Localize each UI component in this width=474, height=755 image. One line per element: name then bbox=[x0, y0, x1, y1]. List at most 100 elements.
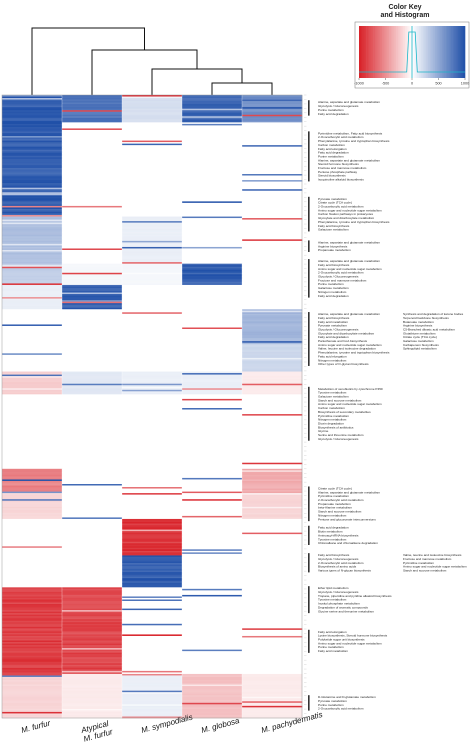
heatmap-cell bbox=[2, 514, 63, 517]
heatmap-cell bbox=[182, 263, 243, 266]
heatmap-cell bbox=[122, 424, 183, 427]
heatmap-cell bbox=[122, 295, 183, 298]
heatmap-cell bbox=[62, 199, 123, 202]
heatmap-cell bbox=[182, 640, 243, 643]
heatmap-cell bbox=[62, 344, 123, 347]
color-key-swatch bbox=[442, 26, 445, 78]
heatmap-cell bbox=[242, 113, 303, 116]
heatmap-cell bbox=[62, 427, 123, 430]
heatmap-cell bbox=[62, 406, 123, 409]
heatmap-cell bbox=[62, 544, 123, 547]
heatmap-cell bbox=[242, 259, 303, 261]
heatmap-cell bbox=[242, 521, 303, 524]
heatmap-cell bbox=[242, 123, 303, 126]
heatmap-cell bbox=[122, 648, 183, 650]
heatmap-cell bbox=[2, 547, 63, 550]
heatmap-cell bbox=[242, 254, 303, 257]
heatmap-cell bbox=[182, 236, 243, 239]
heatmap-cell bbox=[62, 216, 123, 219]
heatmap-cell bbox=[122, 164, 183, 167]
heatmap-cell bbox=[62, 213, 123, 216]
heatmap-cell bbox=[242, 561, 303, 564]
heatmap-cell bbox=[122, 415, 183, 418]
heatmap-cell bbox=[2, 330, 63, 333]
heatmap-cell bbox=[242, 669, 303, 672]
heatmap-cell bbox=[2, 336, 63, 339]
pathway-label: Glutathione metabolism bbox=[403, 331, 436, 335]
heatmap-cell bbox=[62, 312, 123, 315]
heatmap-cell bbox=[62, 192, 123, 195]
heatmap-cell bbox=[242, 493, 303, 495]
heatmap-cell bbox=[122, 602, 183, 605]
heatmap-cell bbox=[122, 488, 183, 491]
heatmap-cell bbox=[182, 126, 243, 129]
heatmap-cell bbox=[122, 684, 183, 687]
heatmap-cell bbox=[122, 360, 183, 363]
heatmap-cell bbox=[122, 237, 183, 240]
heatmap-cell bbox=[242, 335, 303, 337]
heatmap-cell bbox=[2, 597, 63, 600]
heatmap-cell bbox=[62, 573, 123, 576]
heatmap-cell bbox=[122, 587, 183, 590]
heatmap-cell bbox=[182, 345, 243, 348]
heatmap-cell bbox=[2, 658, 63, 661]
heatmap-cell bbox=[2, 494, 63, 497]
heatmap-cell bbox=[242, 253, 303, 255]
pathway-label: Butanoate metabolism bbox=[403, 320, 434, 324]
heatmap-cell bbox=[62, 114, 123, 117]
heatmap-cell bbox=[122, 689, 183, 691]
heatmap-cell bbox=[182, 374, 243, 377]
heatmap-cell bbox=[62, 559, 123, 562]
heatmap-cell bbox=[62, 561, 123, 564]
pathway-bracket bbox=[308, 386, 310, 441]
heatmap-cell bbox=[62, 634, 123, 637]
heatmap-cell bbox=[122, 208, 183, 211]
heatmap-cell bbox=[182, 161, 243, 164]
heatmap-cell bbox=[182, 129, 243, 132]
heatmap-cell bbox=[2, 371, 63, 374]
heatmap-cell bbox=[122, 698, 183, 701]
heatmap-cell bbox=[242, 704, 303, 707]
heatmap-cell bbox=[122, 528, 183, 530]
heatmap-cell bbox=[122, 316, 183, 319]
pathway-label: Propanoate metabolism bbox=[318, 248, 351, 252]
heatmap-cell bbox=[122, 441, 183, 444]
heatmap-cell bbox=[2, 640, 63, 643]
heatmap-cell bbox=[62, 157, 123, 160]
heatmap-cell bbox=[122, 251, 183, 254]
color-key-swatch bbox=[389, 26, 392, 78]
heatmap-cell bbox=[62, 166, 123, 169]
heatmap-cell bbox=[122, 534, 183, 536]
heatmap-cell bbox=[182, 243, 243, 246]
heatmap-cell bbox=[242, 190, 303, 193]
heatmap-cell bbox=[122, 256, 183, 258]
heatmap-cell bbox=[2, 294, 63, 296]
heatmap-cell bbox=[242, 453, 303, 456]
heatmap-cell bbox=[2, 348, 63, 351]
heatmap-cell bbox=[242, 477, 303, 480]
heatmap-cell bbox=[242, 219, 303, 222]
heatmap-cell bbox=[242, 488, 303, 491]
heatmap-cell bbox=[242, 511, 303, 514]
heatmap-cell bbox=[122, 119, 183, 122]
heatmap-cell bbox=[182, 376, 243, 378]
heatmap-cell bbox=[242, 474, 303, 477]
heatmap-cell bbox=[2, 439, 63, 442]
heatmap-cell bbox=[2, 359, 63, 362]
heatmap-cell bbox=[62, 353, 123, 356]
heatmap-cell bbox=[62, 284, 123, 287]
heatmap-cell bbox=[242, 294, 303, 296]
heatmap-cell bbox=[62, 325, 123, 328]
heatmap-cell bbox=[62, 430, 123, 433]
heatmap-cell bbox=[182, 134, 243, 137]
heatmap-cell bbox=[2, 531, 63, 533]
heatmap-cell bbox=[2, 248, 63, 251]
color-key-swatch bbox=[373, 26, 376, 78]
heatmap-cell bbox=[182, 558, 243, 561]
heatmap-cell bbox=[182, 613, 243, 615]
heatmap-cell bbox=[122, 625, 183, 628]
heatmap-cell bbox=[182, 98, 243, 100]
heatmap-cell bbox=[122, 309, 183, 312]
heatmap-cell bbox=[182, 537, 243, 539]
heatmap-cell bbox=[242, 332, 303, 334]
